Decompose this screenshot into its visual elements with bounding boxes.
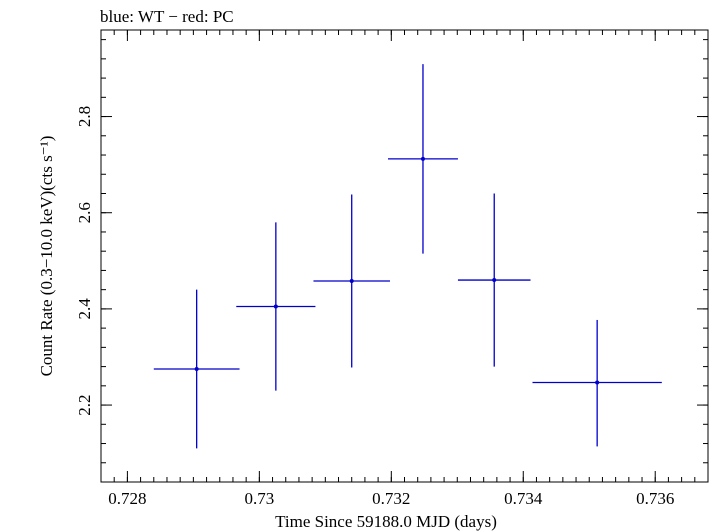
x-tick-label: 0.73 xyxy=(244,489,274,508)
data-marker xyxy=(349,279,354,284)
data-marker xyxy=(420,156,425,161)
y-axis-label: Count Rate (0.3−10.0 keV)(cts s⁻¹) xyxy=(37,136,56,377)
data-marker xyxy=(595,380,600,385)
x-axis-label: Time Since 59188.0 MJD (days) xyxy=(275,512,497,531)
data-marker xyxy=(273,304,278,309)
x-axis-ticks: 0.728 0.73 0.732 0.734 0.736 xyxy=(100,30,709,508)
data-point xyxy=(313,194,390,368)
data-marker xyxy=(194,367,199,371)
y-tick-label: 2.8 xyxy=(75,106,94,127)
plot-frame xyxy=(100,29,709,483)
x-tick-label: 0.736 xyxy=(636,489,674,508)
x-tick-label: 0.732 xyxy=(372,489,410,508)
chart-title: blue: WT − red: PC xyxy=(100,7,234,26)
data-point xyxy=(388,64,458,254)
y-tick-label: 2.2 xyxy=(75,394,94,415)
data-series xyxy=(153,64,662,449)
data-marker xyxy=(492,278,497,283)
y-axis-ticks: 2.2 2.4 2.6 2.8 xyxy=(75,39,708,483)
x-tick-label: 0.734 xyxy=(504,489,543,508)
data-point xyxy=(532,319,662,447)
data-point xyxy=(153,289,240,449)
data-point xyxy=(457,193,531,367)
x-tick-label: 0.728 xyxy=(108,489,146,508)
data-point xyxy=(236,222,316,391)
y-tick-label: 2.6 xyxy=(75,202,94,223)
y-tick-label: 2.4 xyxy=(75,298,94,320)
